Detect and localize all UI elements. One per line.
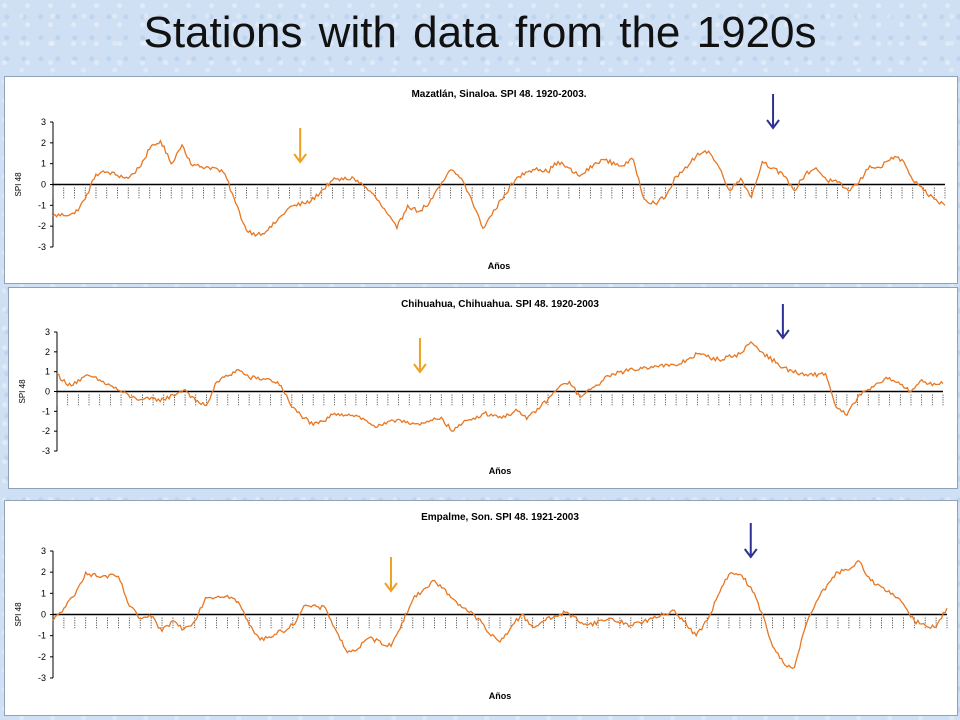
y-tick-label: -2 xyxy=(38,221,46,231)
chart-panel-mazatlan: Mazatlán, Sinaloa. SPI 48. 1920-2003. 3 2 1… xyxy=(4,76,958,284)
y-tick-label: 1 xyxy=(45,367,50,377)
blue-arrow-annotation xyxy=(743,523,758,559)
spi-chart-mazatlan: Mazatlán, Sinaloa. SPI 48. 1920-2003. 3 2 1… xyxy=(14,89,946,271)
x-tick-marks xyxy=(52,187,946,199)
chart-title: Mazatlán, Sinaloa. SPI 48. 1920-2003. xyxy=(411,89,586,100)
x-axis-label: Años xyxy=(489,691,512,701)
orange-arrow-annotation xyxy=(413,338,427,374)
arrow-head xyxy=(766,119,780,130)
y-axis-label: SPI 48 xyxy=(14,602,23,627)
y-tick-label: 2 xyxy=(45,347,50,357)
arrow-head xyxy=(384,582,398,593)
y-tick-label: -3 xyxy=(38,673,46,683)
chart-title: Empalme, Son. SPI 48. 1921-2003 xyxy=(421,512,579,523)
y-tick-label: -3 xyxy=(42,446,50,456)
y-tick-label: -3 xyxy=(38,242,46,252)
y-tick-label: 0 xyxy=(41,610,46,620)
y-tick-label: 3 xyxy=(45,327,50,337)
y-tick-label: 0 xyxy=(45,387,50,397)
y-tick-label: -1 xyxy=(38,200,46,210)
y-tick-label: -2 xyxy=(42,426,50,436)
x-tick-marks xyxy=(52,617,948,629)
series-line xyxy=(56,340,944,432)
y-axis-label: SPI 48 xyxy=(18,379,27,404)
slide-title: Stations with data from the 1920s xyxy=(143,8,817,57)
blue-arrow-annotation xyxy=(766,94,780,130)
x-tick-marks xyxy=(56,394,944,406)
arrow-head xyxy=(413,363,427,374)
chart-panel-empalme: Empalme, Son. SPI 48. 1921-2003 3 2 1 0 -1 -2 -… xyxy=(4,500,958,716)
blue-arrow-annotation xyxy=(776,304,790,340)
y-tick-label: -2 xyxy=(38,652,46,662)
spi-chart-chihuahua: Chihuahua, Chihuahua. SPI 48. 1920-2003 3… xyxy=(18,299,944,476)
y-tick-label: 2 xyxy=(41,567,46,577)
arrow-head xyxy=(776,329,790,340)
arrow-head xyxy=(743,548,758,559)
spi-chart-empalme: Empalme, Son. SPI 48. 1921-2003 3 2 1 0 -1 -2 -… xyxy=(14,512,948,701)
y-tick-label: 1 xyxy=(41,588,46,598)
y-tick-label: 0 xyxy=(41,180,46,190)
orange-arrow-annotation xyxy=(384,557,398,593)
chart-title: Chihuahua, Chihuahua. SPI 48. 1920-2003 xyxy=(401,299,599,310)
y-axis-label: SPI 48 xyxy=(14,172,23,197)
y-tick-label: -1 xyxy=(42,406,50,416)
x-axis-label: Años xyxy=(488,261,511,271)
y-tick-label: 2 xyxy=(41,138,46,148)
chart-panel-chihuahua: Chihuahua, Chihuahua. SPI 48. 1920-2003 3… xyxy=(8,287,958,489)
series-line xyxy=(52,559,948,670)
y-tick-label: -1 xyxy=(38,631,46,641)
y-tick-label: 3 xyxy=(41,546,46,556)
arrow-head xyxy=(293,153,307,164)
x-axis-label: Años xyxy=(489,466,512,476)
y-tick-label: 1 xyxy=(41,159,46,169)
orange-arrow-annotation xyxy=(293,128,307,164)
series-line xyxy=(52,139,946,237)
y-tick-label: 3 xyxy=(41,117,46,127)
